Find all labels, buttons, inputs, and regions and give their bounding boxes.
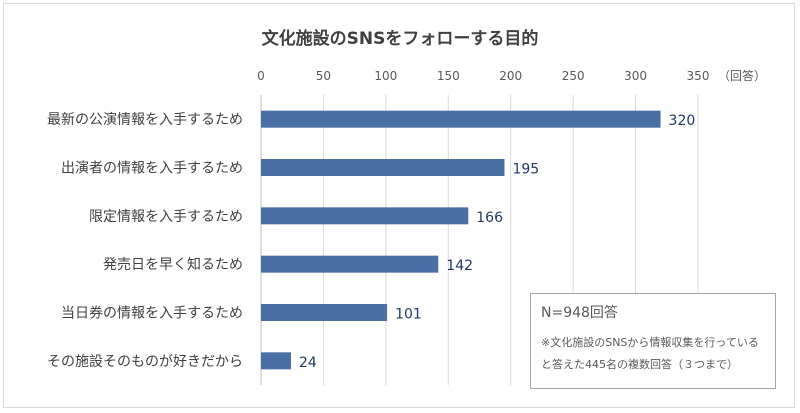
x-tick-label: 100 (374, 69, 397, 83)
chart-frame: 文化施設のSNSをフォローする目的 (3, 3, 795, 408)
note-line-1: ※文化施設のSNSから情報収集を行っている (541, 336, 759, 349)
x-tick-label: 0 (257, 69, 265, 83)
category-label-layer: 最新の公演情報を入手するため出演者の情報を入手するため限定情報を入手するため発売… (47, 112, 243, 370)
chart-title: 文化施設のSNSをフォローする目的 (261, 29, 539, 49)
data-label: 320 (669, 113, 696, 129)
bar-layer (261, 110, 661, 370)
category-label: 出演者の情報を入手するため (61, 161, 243, 177)
category-label: 限定情報を入手するため (89, 209, 243, 225)
tick-label-layer: 0 50 100 150 200 250 300 350 (257, 69, 709, 83)
sample-size-label: N=948回答 (541, 305, 618, 321)
category-label: 当日券の情報を入手するため (61, 306, 243, 322)
unit-label: （回答） (718, 68, 766, 83)
x-tick-label: 50 (316, 69, 331, 83)
bar (261, 159, 505, 176)
note-line-2: と答えた445名の複数回答（３つまで） (541, 358, 738, 371)
data-label-layer: 320 195 166 142 101 24 (299, 113, 695, 371)
bar (261, 110, 661, 128)
category-label: 最新の公演情報を入手するため (47, 112, 243, 128)
x-tick-label: 200 (499, 69, 522, 83)
note-box: N=948回答 ※文化施設のSNSから情報収集を行っている と答えた445名の複… (530, 293, 776, 389)
x-tick-label: 350 (687, 69, 710, 83)
data-label: 24 (299, 355, 317, 371)
data-label: 142 (446, 258, 473, 274)
data-label: 195 (512, 162, 539, 178)
data-label: 101 (395, 307, 422, 323)
bar (261, 255, 439, 273)
bar (261, 352, 291, 370)
x-tick-label: 300 (624, 69, 647, 83)
data-label: 166 (476, 210, 503, 226)
category-label: 発売日を早く知るため (103, 256, 243, 273)
category-label: その施設そのものが好きだから (47, 354, 243, 370)
bar (261, 207, 469, 225)
x-tick-label: 150 (437, 69, 460, 83)
x-tick-label: 250 (562, 69, 585, 83)
bar (261, 304, 388, 321)
